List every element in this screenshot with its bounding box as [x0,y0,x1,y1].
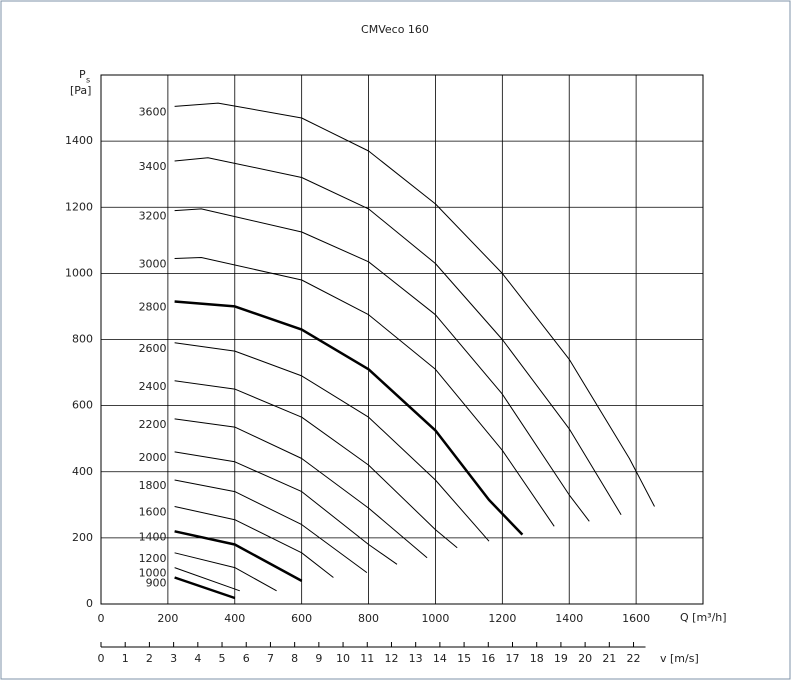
x2-tick-label: 2 [146,652,153,665]
curve-label: 2600 [139,342,167,355]
x2-tick-label: 12 [384,652,398,665]
fan-curve [174,342,490,542]
x2-tick-label: 14 [433,652,447,665]
y-tick-label: 800 [72,333,93,346]
x-tick-label: 800 [358,612,379,625]
y-tick-label: 1000 [65,266,93,279]
x-tick-label: 0 [98,612,105,625]
fan-curve [174,380,458,549]
x-axis-label: Q [m³/h] [680,611,727,624]
fan-curve [174,257,555,527]
x2-axis-label: v [m/s] [660,652,699,665]
fan-curve [174,102,655,507]
x-tick-label: 600 [291,612,312,625]
x-tick-label: 1400 [555,612,583,625]
x2-tick-label: 1 [122,652,129,665]
fan-curve [174,479,368,574]
curve-label: 3000 [139,257,167,270]
fan-curve [174,552,277,592]
curve-label: 1400 [139,530,167,543]
x2-tick-label: 9 [315,652,322,665]
x2-tick-label: 15 [457,652,471,665]
x2-tick-label: 18 [530,652,544,665]
x2-tick-label: 16 [481,652,495,665]
curve-label: 1200 [139,552,167,565]
fan-curve [174,300,524,536]
y-tick-label: 600 [72,399,93,412]
x2-tick-label: 4 [194,652,201,665]
fan-curve [174,451,398,565]
fan-curve [174,567,240,592]
curve-label: 1600 [139,505,167,518]
chart-title: CMVeco 160 [361,23,429,36]
fan-curve [174,208,590,522]
x-tick-label: 400 [224,612,245,625]
y-tick-label: 1400 [65,134,93,147]
x-tick-label: 1200 [488,612,516,625]
y-axis-symbol: P [79,68,86,81]
x2-tick-label: 22 [627,652,641,665]
plot-frame [100,74,704,605]
curve-label: 3400 [139,160,167,173]
y-tick-label: 0 [86,597,93,610]
fan-curve [174,530,303,582]
y-tick-label: 400 [72,465,93,478]
x2-tick-label: 20 [578,652,592,665]
curve-label: 2400 [139,380,167,393]
y-tick-label: 1200 [65,200,93,213]
fan-curve [174,576,236,600]
curve-label: 2200 [139,418,167,431]
x2-tick-label: 17 [505,652,519,665]
curve-label: 1800 [139,479,167,492]
x2-tick-label: 10 [336,652,350,665]
fan-curve [174,506,334,578]
curve-label: 900 [146,577,167,590]
x2-tick-label: 3 [170,652,177,665]
y-tick-label: 200 [72,531,93,544]
x2-tick-label: 0 [98,652,105,665]
x2-tick-label: 8 [291,652,298,665]
curve-label: 1000 [139,567,167,580]
fan-curve [174,418,428,559]
curve-label: 2800 [139,300,167,313]
x2-tick-label: 11 [360,652,374,665]
x-tick-label: 1000 [421,612,449,625]
curve-label: 3600 [139,105,167,118]
x2-tick-label: 19 [554,652,568,665]
y-axis-unit: [Pa] [70,84,91,97]
curve-label: 2000 [139,451,167,464]
x2-tick-label: 21 [602,652,616,665]
fan-curve [174,157,622,515]
curve-label: 3200 [139,210,167,223]
x2-tick-label: 6 [243,652,250,665]
x2-tick-label: 13 [409,652,423,665]
x-tick-label: 1600 [622,612,650,625]
x2-tick-label: 5 [219,652,226,665]
x-tick-label: 200 [157,612,178,625]
x2-tick-label: 7 [267,652,274,665]
y-axis-subscript: s [86,76,90,85]
